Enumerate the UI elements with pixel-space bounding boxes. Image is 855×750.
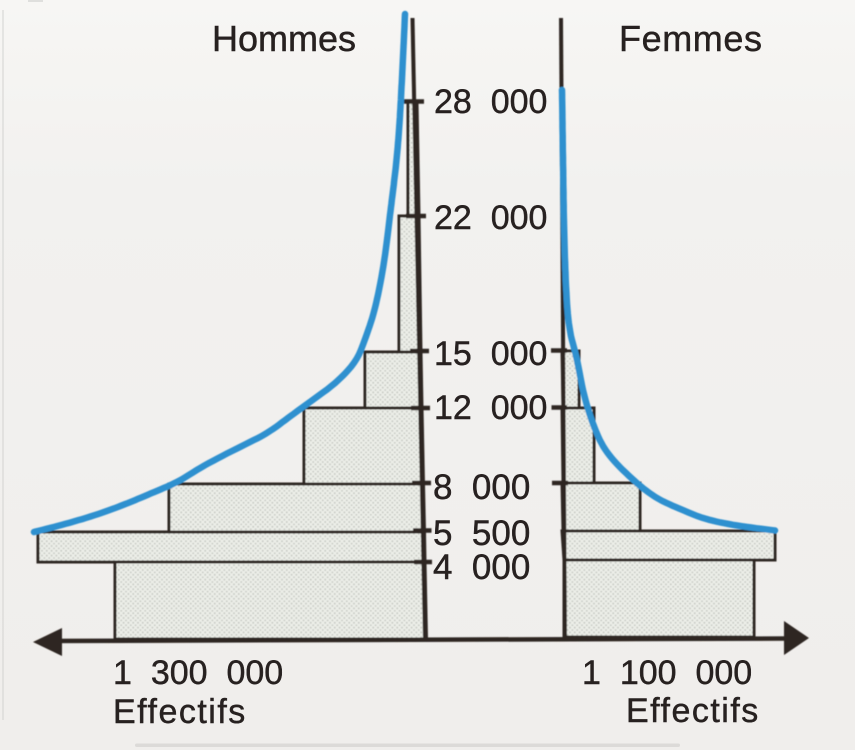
svg-text:12 000: 12 000 [434, 389, 547, 427]
svg-text:Effectifs: Effectifs [626, 692, 760, 730]
svg-text:22 000: 22 000 [434, 199, 547, 237]
svg-text:Femmes: Femmes [619, 18, 763, 59]
svg-text:5 500: 5 500 [433, 514, 530, 553]
svg-text:Hommes: Hommes [212, 18, 356, 59]
svg-text:8 000: 8 000 [433, 468, 530, 507]
svg-text:1 300 000: 1 300 000 [113, 654, 283, 692]
svg-text:28 000: 28 000 [434, 83, 547, 121]
svg-text:15 000: 15 000 [434, 335, 547, 373]
svg-text:4 000: 4 000 [433, 548, 530, 587]
svg-text:Effectifs: Effectifs [113, 693, 247, 731]
svg-text:1 100 000: 1 100 000 [582, 654, 752, 692]
